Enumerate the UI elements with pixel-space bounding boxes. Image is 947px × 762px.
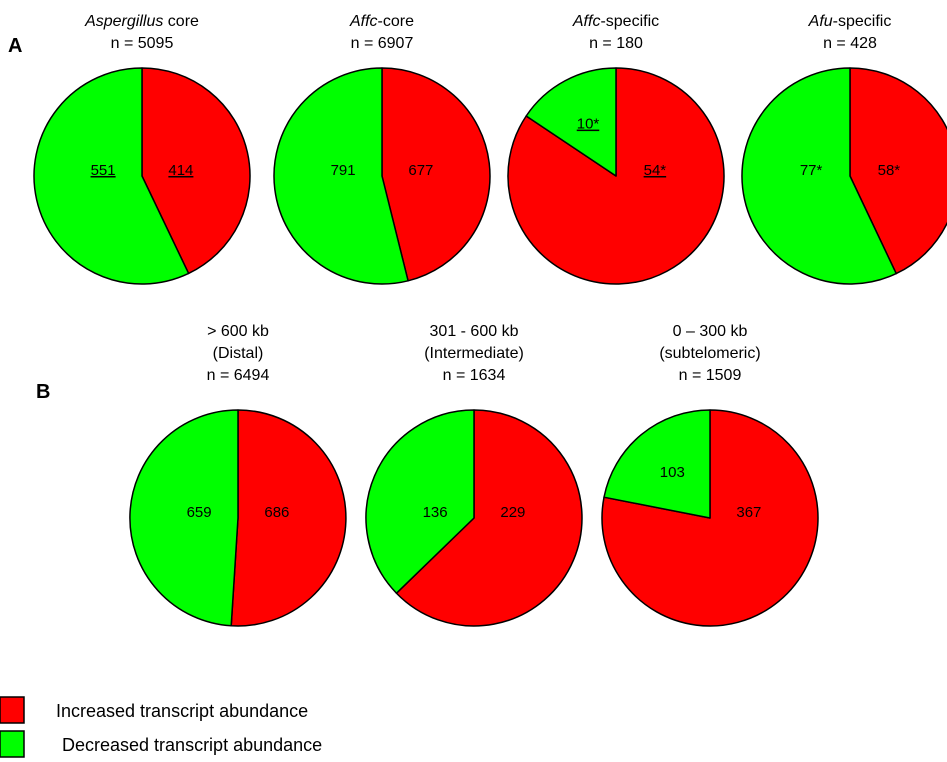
chart-title-line: (Distal) (213, 345, 264, 362)
slice-label-decreased: 551 (91, 162, 116, 179)
chart-title-segment: -core (378, 13, 415, 30)
chart-title-segment: Affc (349, 13, 378, 30)
slice-label-decreased: 136 (423, 504, 448, 521)
legend-label-increased: Increased transcript abundance (56, 701, 308, 721)
chart-title-segment: (subtelomeric) (659, 345, 760, 362)
chart-title-segment: n = 428 (823, 35, 877, 52)
slice-label-decreased: 10* (577, 116, 600, 133)
slice-label-increased: 677 (408, 162, 433, 179)
pie-chart: 0 – 300 kb (subtelomeric) n = 1509 367 103 (601, 323, 819, 627)
chart-title-segment: core (163, 13, 199, 30)
chart-title-segment: -specific (600, 13, 659, 30)
pie-slice-decreased (33, 67, 190, 285)
chart-title-segment: n = 5095 (111, 35, 174, 52)
chart-title-line: Affc-core (349, 13, 414, 30)
chart-title-line: n = 6494 (207, 367, 270, 384)
slice-label-increased: 229 (500, 504, 525, 521)
panel-letter-a: A (8, 35, 22, 57)
chart-title-segment: n = 6907 (351, 35, 414, 52)
slice-label-decreased: 77* (800, 162, 823, 179)
chart-title-segment: Aspergillus (84, 13, 163, 30)
chart-title-line: n = 1509 (679, 367, 742, 384)
chart-title-segment: (Intermediate) (424, 345, 524, 362)
pie-slice-decreased (129, 409, 239, 627)
slice-label-increased: 54* (644, 162, 667, 179)
chart-title-line: (subtelomeric) (659, 345, 760, 362)
pie-chart: Afu-specific n = 428 58* 77* (741, 13, 947, 285)
panel-b: B > 600 kb (Distal) n = 6494 686 659 301 - 60… (36, 323, 819, 627)
chart-title-segment: (Distal) (213, 345, 264, 362)
slice-label-increased: 414 (168, 162, 193, 179)
pie-chart: Aspergillus core n = 5095 414 551 (33, 13, 251, 285)
panel-letter-b: B (36, 381, 50, 403)
legend-swatch-increased (0, 696, 25, 724)
chart-title-segment: -specific (833, 13, 892, 30)
chart-title-line: n = 428 (823, 35, 877, 52)
chart-title-segment: > 600 kb (207, 323, 269, 340)
chart-title-segment: n = 1509 (679, 367, 742, 384)
pie-slice-increased (381, 67, 491, 282)
chart-title-line: Afu-specific (808, 13, 892, 30)
slice-label-increased: 367 (736, 504, 761, 521)
chart-title-line: > 600 kb (207, 323, 269, 340)
slice-label-decreased: 659 (187, 504, 212, 521)
chart-title-segment: n = 1634 (443, 367, 506, 384)
legend-label-decreased: Decreased transcript abundance (62, 735, 322, 755)
pie-slice-decreased (741, 67, 897, 285)
chart-title-line: n = 5095 (111, 35, 174, 52)
chart-title-line: n = 180 (589, 35, 643, 52)
chart-title-line: n = 6907 (351, 35, 414, 52)
pie-chart: 301 - 600 kb (Intermediate) n = 1634 229 136 (365, 323, 583, 627)
chart-title-line: n = 1634 (443, 367, 506, 384)
pie-slice-decreased (603, 409, 711, 519)
chart-title-line: (Intermediate) (424, 345, 524, 362)
pie-slice-increased (141, 67, 251, 275)
chart-title-segment: 301 - 600 kb (430, 323, 519, 340)
legend: Increased transcript abundance Decreased… (0, 696, 322, 758)
chart-title-line: 0 – 300 kb (673, 323, 748, 340)
chart-title-segment: 0 – 300 kb (673, 323, 748, 340)
pie-slice-decreased (273, 67, 409, 285)
pie-slice-decreased (525, 67, 617, 177)
pie-slice-increased (395, 409, 583, 627)
legend-swatch-decreased (0, 730, 25, 758)
pie-slice-decreased (365, 409, 475, 594)
chart-title-line: Affc-specific (572, 13, 659, 30)
pie-chart: > 600 kb (Distal) n = 6494 686 659 (129, 323, 347, 627)
chart-title-line: Aspergillus core (84, 13, 199, 30)
slice-label-decreased: 103 (660, 464, 685, 481)
pie-slice-increased (849, 67, 947, 275)
slice-label-decreased: 791 (331, 162, 356, 179)
chart-title-segment: Affc (572, 13, 601, 30)
chart-title-segment: Afu (808, 13, 833, 30)
chart-title-segment: n = 6494 (207, 367, 270, 384)
pie-chart: Affc-specific n = 180 54* 10* (507, 13, 725, 285)
chart-title-line: 301 - 600 kb (430, 323, 519, 340)
slice-label-increased: 686 (264, 504, 289, 521)
slice-label-increased: 58* (878, 162, 901, 179)
pie-slice-increased (230, 409, 347, 627)
chart-title-segment: n = 180 (589, 35, 643, 52)
pie-chart: Affc-core n = 6907 677 791 (273, 13, 491, 285)
